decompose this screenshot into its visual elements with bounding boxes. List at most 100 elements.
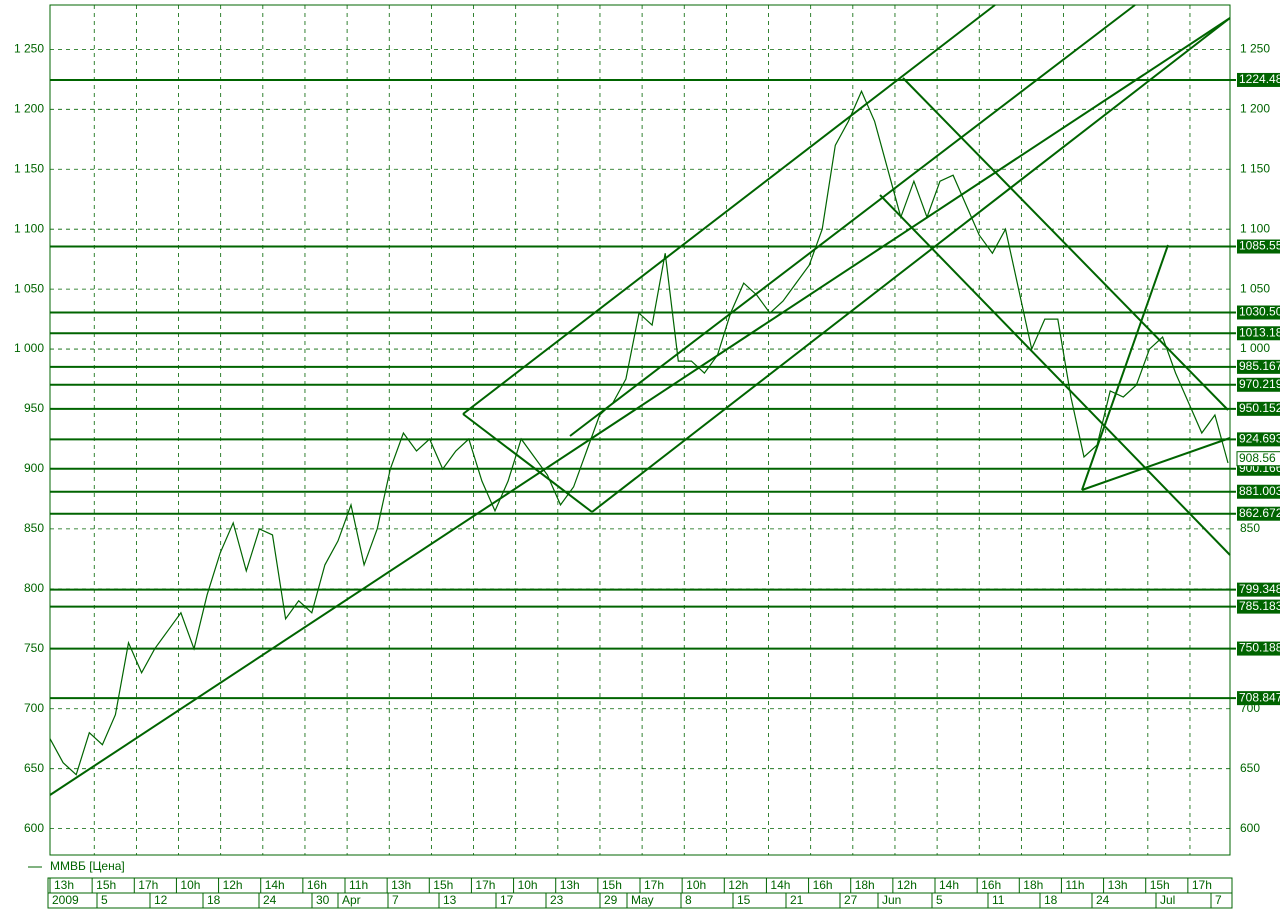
y-tick-label: 1 050 xyxy=(14,281,44,295)
y2-tick-label: 850 xyxy=(1240,521,1260,535)
level-label: 785.1834 xyxy=(1239,599,1280,613)
last-price-label: 908.56 xyxy=(1239,451,1276,465)
x-date-label: Jun xyxy=(882,893,901,907)
x-date-label: 18 xyxy=(1044,893,1058,907)
x-tick-label: 11h xyxy=(1065,878,1084,892)
x-date-label: 8 xyxy=(685,893,692,907)
x-date-label: May xyxy=(631,893,654,907)
x-tick-label: 10h xyxy=(180,878,200,892)
x-tick-label: 17h xyxy=(475,878,495,892)
x-tick-label: 10h xyxy=(686,878,706,892)
level-label-box xyxy=(1237,506,1280,521)
last-price-box xyxy=(1236,451,1280,467)
x-tick-label: 15h xyxy=(96,878,116,892)
level-label: 1030.500 xyxy=(1239,305,1280,319)
plot-frame xyxy=(49,4,1231,856)
x-tick-label: 13h xyxy=(560,878,580,892)
level-label: 750.1884 xyxy=(1239,641,1280,655)
y-tick-label: 1 250 xyxy=(14,42,44,56)
x-tick-label: 15h xyxy=(433,878,453,892)
level-label-box xyxy=(1237,484,1280,499)
level-label-box xyxy=(1237,691,1280,706)
x-tick-label: 17h xyxy=(1192,878,1212,892)
x-tick-label: 13h xyxy=(391,878,411,892)
level-label: 985.1673 xyxy=(1239,359,1280,373)
x-tick-label: 14h xyxy=(770,878,790,892)
x-date-label: 24 xyxy=(263,893,277,907)
y2-tick-label: 650 xyxy=(1240,761,1260,775)
x-date-label: 12 xyxy=(154,893,168,907)
y-tick-label: 750 xyxy=(24,641,44,655)
level-label-box xyxy=(1237,641,1280,656)
x-tick-label: 12h xyxy=(728,878,748,892)
level-label-box xyxy=(1237,432,1280,447)
x-date-label: Jul xyxy=(1160,893,1175,907)
x-tick-label: 18h xyxy=(1023,878,1043,892)
x-date-label: Apr xyxy=(342,893,361,907)
x-date-label: 13 xyxy=(443,893,457,907)
x-date-label: 5 xyxy=(101,893,108,907)
level-label: 924.6937 xyxy=(1239,432,1280,446)
x-date-label: 18 xyxy=(207,893,221,907)
level-label: 1013.180 xyxy=(1239,325,1280,339)
price-line xyxy=(49,89,1229,776)
x-tick-label: 11h xyxy=(349,878,368,892)
legend-label: ММВБ [Цена] xyxy=(50,859,125,873)
y2-tick-label: 1 050 xyxy=(1240,281,1270,295)
y-tick-label: 1 100 xyxy=(14,221,44,235)
y2-tick-label: 1 250 xyxy=(1240,42,1270,56)
y-tick-label: 700 xyxy=(24,701,44,715)
level-label-box xyxy=(1237,359,1280,374)
x-tick-label: 18h xyxy=(855,878,875,892)
level-label: 881.0030 xyxy=(1239,484,1280,498)
level-label: 799.3480 xyxy=(1239,582,1280,596)
x-date-label: 30 xyxy=(316,893,330,907)
level-label: 1224.48 xyxy=(1239,72,1280,86)
y-tick-label: 650 xyxy=(24,761,44,775)
x-tick-label: 15h xyxy=(1150,878,1170,892)
level-label-box xyxy=(1237,377,1280,392)
y2-tick-label: 1 000 xyxy=(1240,341,1270,355)
level-label-box xyxy=(1237,582,1280,597)
level-label: 1085.550 xyxy=(1239,239,1280,253)
x-tick-label: 17h xyxy=(138,878,158,892)
x-date-label: 17 xyxy=(500,893,514,907)
x-date-label: 23 xyxy=(550,893,564,907)
y-tick-label: 850 xyxy=(24,521,44,535)
y2-tick-label: 600 xyxy=(1240,821,1260,835)
level-label-box xyxy=(1237,72,1280,87)
x-date-label: 7 xyxy=(1215,893,1222,907)
y-tick-label: 1 150 xyxy=(14,161,44,175)
level-label-box xyxy=(1237,239,1280,254)
x-date-label: 29 xyxy=(604,893,618,907)
y2-tick-label: 1 100 xyxy=(1240,221,1270,235)
x-tick-label: 10h xyxy=(518,878,538,892)
y-tick-label: 900 xyxy=(24,461,44,475)
y-tick-label: 950 xyxy=(24,401,44,415)
x-date-label: 21 xyxy=(790,893,804,907)
level-label-box xyxy=(1237,599,1280,614)
x-date-label: 5 xyxy=(936,893,943,907)
level-label: 708.8471 xyxy=(1239,690,1280,704)
level-label-box xyxy=(1237,305,1280,320)
x-tick-label: 14h xyxy=(265,878,285,892)
trend-lines xyxy=(49,4,1231,796)
x-date-label: 11 xyxy=(992,893,1005,907)
y-tick-label: 1 000 xyxy=(14,341,44,355)
x-date-label: 24 xyxy=(1096,893,1110,907)
y-tick-label: 800 xyxy=(24,581,44,595)
x-tick-label: 15h xyxy=(602,878,622,892)
x-tick-label: 12h xyxy=(897,878,917,892)
y2-tick-label: 1 200 xyxy=(1240,101,1270,115)
y-tick-label: 600 xyxy=(24,821,44,835)
x-tick-label: 16h xyxy=(813,878,833,892)
level-label-box xyxy=(1237,326,1280,341)
x-tick-label: 13h xyxy=(1108,878,1128,892)
x-tick-label: 12h xyxy=(223,878,243,892)
x-date-label: 2009 xyxy=(52,893,79,907)
x-date-label: 7 xyxy=(392,893,399,907)
level-label-box xyxy=(1237,401,1280,416)
x-tick-label: 16h xyxy=(981,878,1001,892)
